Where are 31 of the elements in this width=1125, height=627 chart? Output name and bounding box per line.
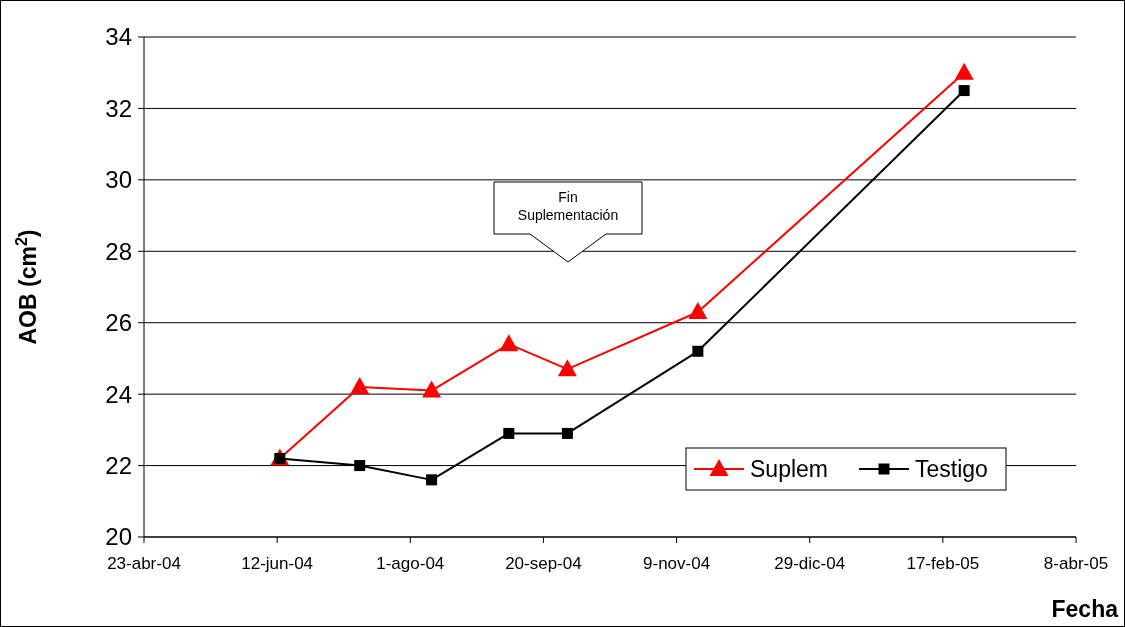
point (499, 334, 519, 352)
annotation: Fin Suplementación (517, 189, 619, 223)
y-tick-label: 30 (105, 166, 132, 194)
point (561, 427, 573, 439)
point (503, 427, 515, 439)
point (422, 380, 442, 398)
point (354, 460, 366, 472)
y-tick-label: 24 (105, 380, 132, 408)
x-tick-label: 1-ago-04 (376, 554, 445, 573)
point (688, 302, 708, 319)
x-tick-label: 9-nov-04 (643, 554, 711, 573)
x-tick-label: 20-sep-04 (505, 554, 582, 573)
legend-label: Testigo (915, 456, 988, 483)
point (557, 359, 577, 377)
y-tick-label: 34 (105, 23, 132, 51)
y-tick-label: 20 (105, 523, 132, 551)
y-tick-label: 32 (105, 94, 132, 122)
x-tick-label: 8-abr-05 (1043, 554, 1109, 573)
x-tick-label: 12-jun-04 (241, 554, 314, 573)
x-axis-title: Fecha (1051, 596, 1119, 622)
x-tick-label: 29-dic-04 (774, 554, 846, 573)
legend-label: Suplem (750, 456, 828, 483)
y-tick-label: 26 (105, 309, 132, 337)
x-tick-label: 17-feb-05 (906, 554, 980, 573)
point (426, 474, 438, 486)
point (350, 377, 370, 394)
y-tick-label: 22 (105, 451, 132, 479)
x-tick-label: 23-abr-04 (107, 554, 181, 573)
point (692, 345, 704, 357)
y-tick-label: 28 (105, 237, 132, 265)
point (954, 62, 974, 80)
